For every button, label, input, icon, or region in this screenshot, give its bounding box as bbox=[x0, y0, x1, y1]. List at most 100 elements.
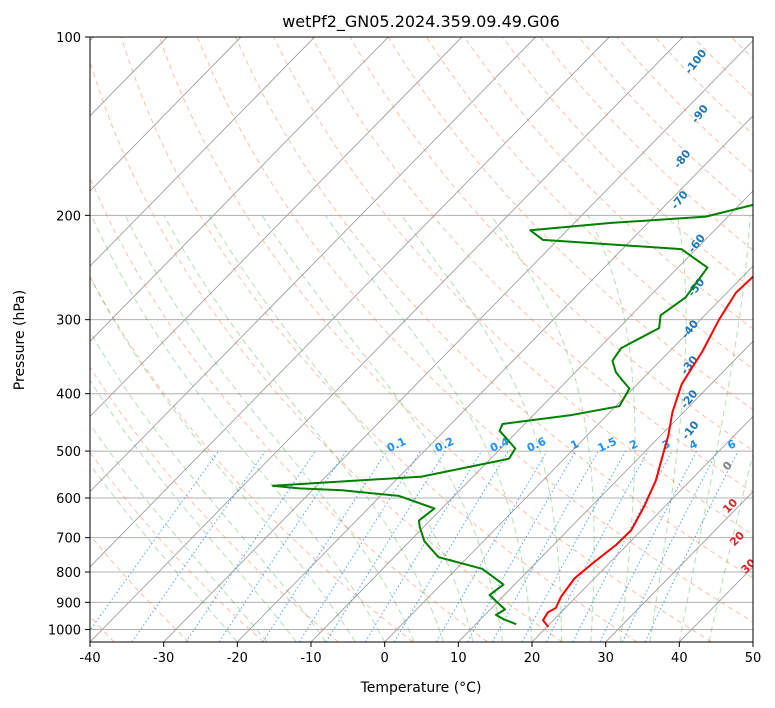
moist-adiabat-label: 30 bbox=[739, 556, 759, 576]
moist-adiabat-line bbox=[261, 215, 503, 642]
isotherm-line bbox=[90, 37, 389, 342]
dry-adiabat-line bbox=[616, 37, 753, 174]
dry-adiabat-label: -20 bbox=[678, 387, 701, 411]
moist-adiabat-line bbox=[324, 215, 533, 642]
mixing-ratio-label: 0.6 bbox=[525, 435, 548, 455]
dry-adiabat-line bbox=[90, 451, 264, 642]
mixing-ratio-label: 1 bbox=[569, 437, 581, 452]
mixing-ratio-line bbox=[599, 450, 698, 642]
moist-adiabat-line bbox=[163, 215, 445, 642]
isotherm-line bbox=[163, 39, 753, 642]
moist-adiabat-label: 20 bbox=[727, 529, 747, 549]
mixing-ratio-line bbox=[90, 450, 220, 632]
temperature-trace bbox=[542, 275, 753, 628]
y-tick-label: 100 bbox=[56, 31, 81, 46]
isotherm-line bbox=[458, 340, 753, 642]
mixing-ratio-line bbox=[521, 450, 627, 642]
y-tick-label: 300 bbox=[56, 314, 81, 329]
dry-adiabat-label: -40 bbox=[679, 317, 702, 341]
isotherm-line bbox=[384, 265, 753, 642]
x-tick-label: -40 bbox=[79, 651, 100, 666]
mixing-ratio-line bbox=[491, 450, 599, 642]
mixing-ratio-line bbox=[435, 450, 548, 642]
isotherm-line bbox=[90, 37, 610, 568]
dry-adiabat-label: -70 bbox=[668, 188, 691, 212]
axes: -40 -30 -20 -10 0 10 20 30 40 5010020030040050060… bbox=[48, 31, 761, 666]
isotherm-line bbox=[90, 37, 242, 192]
moist-adiabat-line bbox=[124, 215, 415, 642]
dry-adiabat-line bbox=[770, 37, 775, 642]
x-tick-label: -10 bbox=[300, 651, 321, 666]
dry-adiabat-line bbox=[273, 37, 753, 536]
mixing-ratio-line bbox=[262, 450, 388, 642]
mixing-ratio-label: 8 bbox=[753, 437, 765, 452]
x-tick-label: 10 bbox=[450, 651, 467, 666]
moist-adiabat-line bbox=[678, 215, 751, 642]
moist-adiabat-line bbox=[90, 330, 327, 642]
x-tick-label: 50 bbox=[745, 651, 762, 666]
moist-adiabat-label: 10 bbox=[720, 496, 740, 516]
mixing-ratio-line bbox=[298, 450, 422, 642]
mixing-ratio-line bbox=[621, 450, 718, 642]
dry-adiabat-line bbox=[502, 37, 753, 290]
mixing-ratio-label: 4 bbox=[687, 437, 700, 452]
dry-adiabat-line bbox=[425, 37, 753, 370]
isotherm-line bbox=[531, 415, 753, 642]
plot-area: -100-90-80-70-60-50-40-30-20-100.1 0.2 0.4… bbox=[90, 37, 775, 642]
moist-adiabat-line bbox=[90, 276, 356, 642]
x-tick-label: 30 bbox=[597, 651, 614, 666]
dry-adiabat-line bbox=[158, 37, 712, 642]
plot-frame bbox=[89, 36, 754, 643]
y-tick-label: 1000 bbox=[48, 623, 81, 638]
y-tick-label: 600 bbox=[56, 492, 81, 507]
y-tick-label: 800 bbox=[56, 566, 81, 581]
dry-adiabat-line bbox=[311, 37, 753, 493]
y-tick-label: 500 bbox=[56, 445, 81, 460]
mixing-ratio-line bbox=[467, 450, 577, 642]
mixing-ratio-label: 0.1 bbox=[385, 435, 408, 455]
dry-adiabat-line bbox=[464, 37, 753, 330]
mixing-ratio-line bbox=[572, 450, 673, 642]
dry-adiabat-line bbox=[90, 366, 339, 642]
moist-adiabat-line bbox=[90, 215, 386, 642]
y-axis-label: Pressure (hPa) bbox=[12, 290, 28, 390]
y-tick-label: 700 bbox=[56, 532, 81, 547]
x-tick-label: 0 bbox=[381, 651, 389, 666]
moist-adiabat-label: 40 bbox=[760, 581, 775, 601]
mixing-ratio-line bbox=[364, 450, 483, 642]
isotherm-line bbox=[90, 37, 536, 493]
dry-adiabat-label: -80 bbox=[671, 147, 694, 171]
moist-adiabat-line bbox=[587, 215, 636, 642]
mixing-ratio-label: 0.4 bbox=[488, 435, 511, 455]
moist-adiabat-line bbox=[649, 215, 687, 642]
mixing-ratio-line bbox=[185, 450, 316, 642]
dry-adiabat-line bbox=[120, 37, 638, 642]
x-tick-label: -30 bbox=[153, 651, 174, 666]
isotherm-line bbox=[90, 37, 315, 267]
y-tick-label: 200 bbox=[56, 209, 81, 224]
mixing-ratio-label: 2 bbox=[628, 437, 640, 452]
x-tick-label: 40 bbox=[671, 651, 688, 666]
dry-adiabat-line bbox=[654, 37, 753, 136]
x-tick-label: -20 bbox=[227, 651, 248, 666]
x-axis-label: Temperature (°C) bbox=[360, 680, 482, 696]
isotherm-line bbox=[605, 491, 753, 642]
dry-adiabat-label: -60 bbox=[685, 231, 708, 255]
dry-adiabat-label: -100 bbox=[682, 47, 709, 77]
mixing-ratio-line bbox=[545, 450, 649, 642]
isotherm-line bbox=[237, 115, 753, 642]
isotherm-line bbox=[752, 641, 753, 642]
moist-adiabat-line bbox=[208, 215, 474, 642]
moist-adiabat-line bbox=[90, 423, 268, 642]
mixing-ratio-label: 10 bbox=[770, 436, 775, 454]
isotherm-line bbox=[310, 190, 753, 642]
dry-adiabat-line bbox=[90, 275, 414, 642]
chart-title: wetPf2_GN05.2024.359.09.49.G06 bbox=[282, 12, 560, 32]
dry-adiabat-line bbox=[90, 59, 563, 642]
dewpoint-trace bbox=[271, 203, 753, 626]
x-tick-label: 20 bbox=[524, 651, 541, 666]
moist-adiabat-line bbox=[90, 463, 238, 642]
isotherm-line bbox=[90, 37, 463, 418]
moist-adiabat-line bbox=[90, 379, 297, 642]
